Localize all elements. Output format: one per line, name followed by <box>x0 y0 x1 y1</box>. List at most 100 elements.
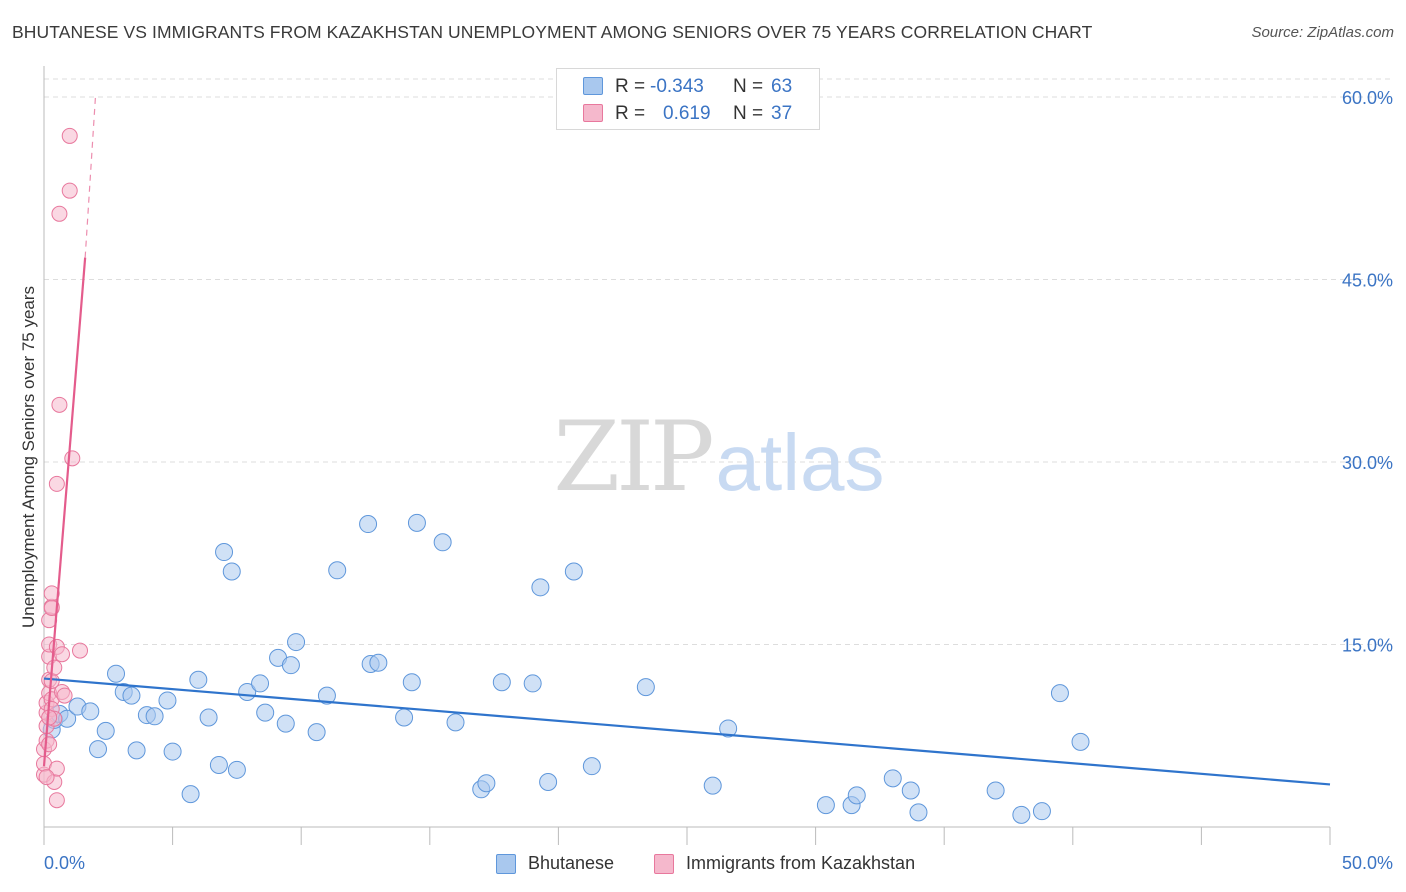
legend-swatch-pink <box>654 854 674 874</box>
trend-line-bhutanese <box>43 677 1331 786</box>
legend-swatch-blue <box>583 77 603 95</box>
point-bhutanese <box>369 653 388 672</box>
point-bhutanese <box>901 781 920 800</box>
point-bhutanese <box>359 515 378 534</box>
watermark-atlas: atlas <box>716 418 885 507</box>
legend-row-bhutanese: R = -0.343 N = 63 <box>557 73 819 99</box>
point-kazakhstan <box>51 205 68 222</box>
point-bhutanese <box>276 714 295 733</box>
legend-r-value: 0.619 <box>663 103 711 124</box>
point-bhutanese <box>909 803 928 822</box>
y-tick-label: 15.0% <box>1342 636 1393 656</box>
point-bhutanese <box>407 513 426 532</box>
legend-n-label: N = <box>733 103 764 124</box>
legend-row-kazakhstan: R = 0.619 N = 37 <box>557 100 819 126</box>
point-kazakhstan <box>38 769 55 786</box>
point-bhutanese <box>883 769 902 788</box>
legend-n-value: 63 <box>771 76 793 97</box>
point-bhutanese <box>986 781 1005 800</box>
x-tick-label: 50.0% <box>1342 853 1393 873</box>
series-bhutanese <box>42 513 1090 824</box>
point-kazakhstan <box>48 792 65 809</box>
point-bhutanese <box>199 708 218 727</box>
point-bhutanese <box>287 633 306 652</box>
legend-n-label: N = <box>733 76 764 97</box>
point-kazakhstan <box>51 396 68 413</box>
point-bhutanese <box>703 776 722 795</box>
point-bhutanese <box>81 702 100 721</box>
legend-r-value: -0.343 <box>650 76 704 97</box>
point-bhutanese <box>402 673 421 692</box>
point-bhutanese <box>317 686 336 705</box>
point-bhutanese <box>1012 805 1031 824</box>
point-bhutanese <box>158 691 177 710</box>
point-bhutanese <box>96 721 115 740</box>
point-bhutanese <box>89 740 108 759</box>
point-bhutanese <box>433 533 452 552</box>
point-bhutanese <box>531 578 550 597</box>
point-bhutanese <box>251 674 270 693</box>
point-bhutanese <box>1032 802 1051 821</box>
point-bhutanese <box>636 678 655 697</box>
point-bhutanese <box>122 686 141 705</box>
legend-swatch-blue <box>496 854 516 874</box>
watermark-zip: ZIP <box>553 401 712 513</box>
point-bhutanese <box>209 755 228 774</box>
point-bhutanese <box>847 786 866 805</box>
legend-r-label: R = <box>615 103 646 124</box>
point-bhutanese <box>395 708 414 727</box>
tick-labels: 15.0% 30.0% 45.0% 60.0% 0.0% 50.0% <box>44 88 1393 873</box>
point-kazakhstan <box>46 659 63 676</box>
point-bhutanese <box>256 703 275 722</box>
point-kazakhstan <box>61 182 78 199</box>
point-kazakhstan <box>48 760 65 777</box>
legend-r-label: R = <box>615 76 646 97</box>
point-bhutanese <box>1050 684 1069 703</box>
point-bhutanese <box>582 757 601 776</box>
point-bhutanese <box>145 707 164 726</box>
watermark: ZIP atlas <box>553 401 884 513</box>
point-bhutanese <box>477 774 496 793</box>
y-tick-label: 45.0% <box>1342 271 1393 291</box>
trend-line-kazakhstan <box>42 257 87 767</box>
legend-swatch-pink <box>583 104 603 122</box>
point-kazakhstan <box>61 127 78 144</box>
legend-label-bhutanese: Bhutanese <box>528 853 615 873</box>
point-kazakhstan <box>56 687 73 704</box>
y-axis-label: Unemployment Among Seniors over 75 years <box>19 286 38 628</box>
chart-source: Source: ZipAtlas.com <box>1251 24 1394 41</box>
point-kazakhstan <box>72 642 89 659</box>
point-bhutanese <box>127 741 146 760</box>
point-bhutanese <box>181 785 200 804</box>
point-bhutanese <box>227 760 246 779</box>
point-bhutanese <box>492 673 511 692</box>
x-tick-label: 0.0% <box>44 853 85 873</box>
point-bhutanese <box>328 561 347 580</box>
point-kazakhstan <box>54 646 71 663</box>
point-kazakhstan <box>48 475 65 492</box>
legend-label-kazakhstan: Immigrants from Kazakhstan <box>686 853 916 873</box>
point-bhutanese <box>222 562 241 581</box>
grid-lines <box>44 78 1392 645</box>
point-bhutanese <box>307 723 326 742</box>
point-bhutanese <box>719 719 738 738</box>
point-bhutanese <box>215 543 234 562</box>
point-bhutanese <box>446 713 465 732</box>
point-bhutanese <box>816 796 835 815</box>
trend-line-kazakhstan-extension <box>84 96 97 258</box>
point-bhutanese <box>1071 732 1090 751</box>
point-bhutanese <box>107 664 126 683</box>
point-kazakhstan <box>43 585 60 602</box>
point-bhutanese <box>163 742 182 761</box>
y-tick-label: 30.0% <box>1342 453 1393 473</box>
point-bhutanese <box>564 562 583 581</box>
point-bhutanese <box>281 656 300 675</box>
point-bhutanese <box>539 772 558 791</box>
y-tick-label: 60.0% <box>1342 88 1393 108</box>
trend-lines <box>42 96 1331 786</box>
point-bhutanese <box>523 674 542 693</box>
point-kazakhstan <box>41 736 58 753</box>
legend-n-value: 37 <box>771 103 793 124</box>
correlation-legend: R = -0.343 N = 63 R = 0.619 N = 37 <box>556 68 820 130</box>
